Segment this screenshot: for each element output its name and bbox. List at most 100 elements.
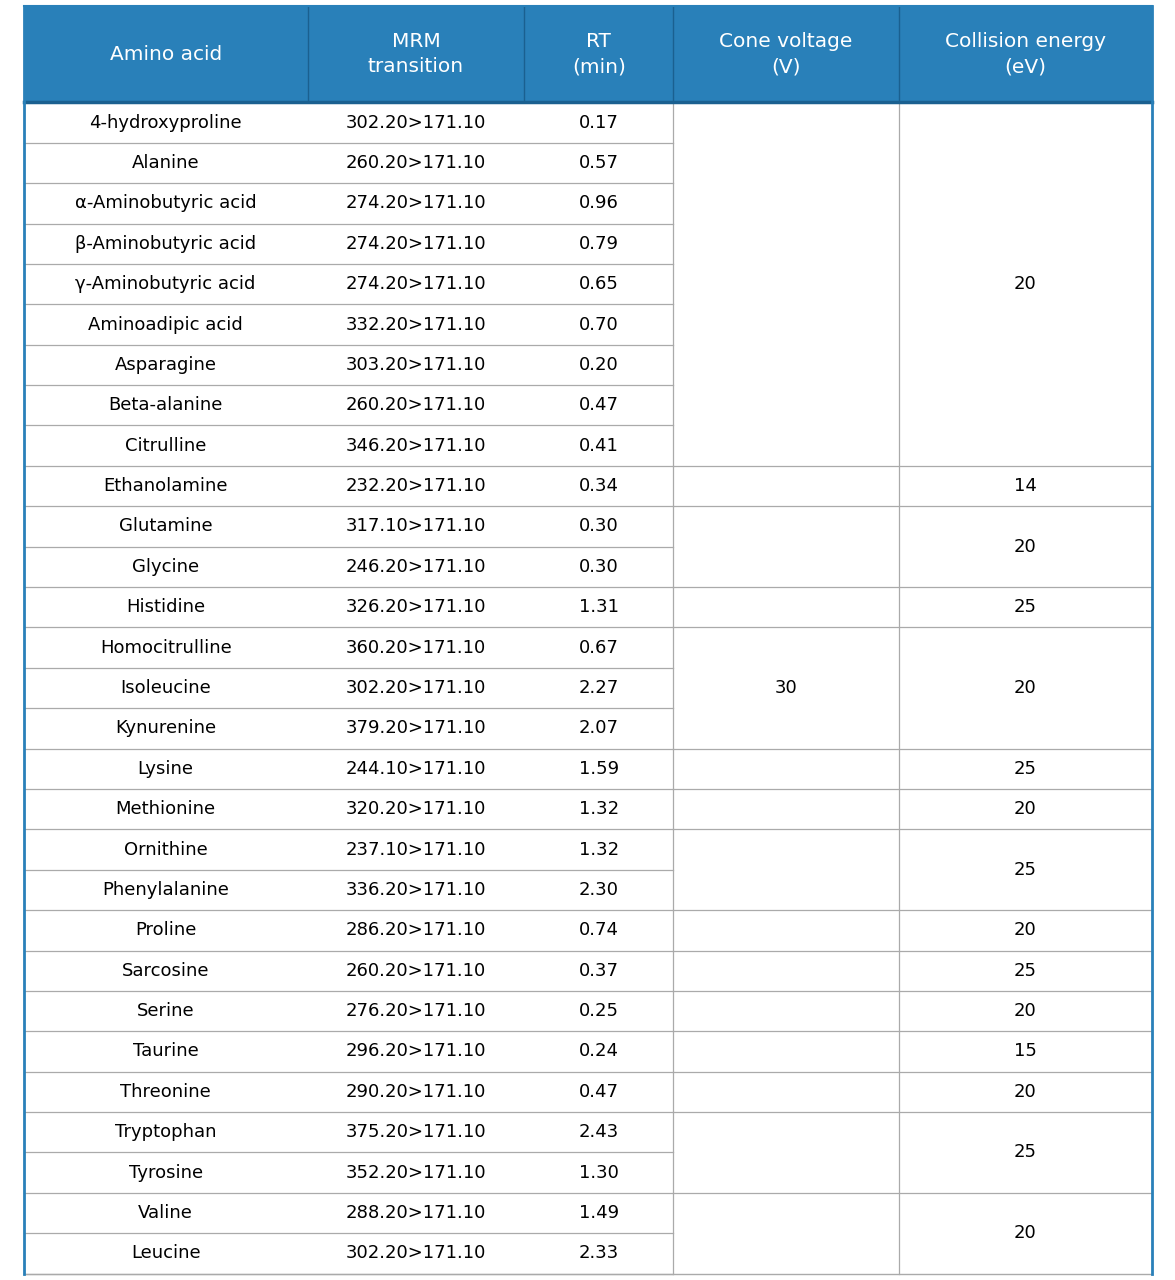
Text: 20: 20 xyxy=(1014,1224,1036,1242)
Text: 20: 20 xyxy=(1014,800,1036,818)
Text: 15: 15 xyxy=(1014,1042,1036,1060)
Text: 2.30: 2.30 xyxy=(579,881,619,899)
Text: 20: 20 xyxy=(1014,678,1036,698)
Text: 0.25: 0.25 xyxy=(579,1002,619,1020)
Text: Valine: Valine xyxy=(139,1204,193,1222)
Bar xyxy=(24,6,1152,102)
Text: Ethanolamine: Ethanolamine xyxy=(103,477,228,495)
Text: 1.59: 1.59 xyxy=(579,760,619,778)
Text: 260.20>171.10: 260.20>171.10 xyxy=(345,961,486,979)
Text: 0.67: 0.67 xyxy=(579,639,619,657)
Text: 286.20>171.10: 286.20>171.10 xyxy=(345,922,486,940)
Text: Cone voltage
(V): Cone voltage (V) xyxy=(719,32,853,77)
Text: 260.20>171.10: 260.20>171.10 xyxy=(345,154,486,172)
Text: 2.43: 2.43 xyxy=(578,1124,619,1142)
Text: 317.10>171.10: 317.10>171.10 xyxy=(345,517,486,535)
Text: Leucine: Leucine xyxy=(130,1244,201,1262)
Text: 0.47: 0.47 xyxy=(579,397,619,415)
Text: Tyrosine: Tyrosine xyxy=(128,1164,203,1181)
Text: 1.32: 1.32 xyxy=(579,841,619,859)
Text: 232.20>171.10: 232.20>171.10 xyxy=(345,477,486,495)
Text: 2.07: 2.07 xyxy=(579,719,619,737)
Text: 20: 20 xyxy=(1014,922,1036,940)
Text: 274.20>171.10: 274.20>171.10 xyxy=(345,234,486,252)
Text: 302.20>171.10: 302.20>171.10 xyxy=(345,114,486,132)
Text: 0.30: 0.30 xyxy=(579,517,619,535)
Text: Sarcosine: Sarcosine xyxy=(122,961,209,979)
Text: Citrulline: Citrulline xyxy=(125,436,207,454)
Text: β-Aminobutyric acid: β-Aminobutyric acid xyxy=(75,234,256,252)
Text: 0.37: 0.37 xyxy=(579,961,619,979)
Text: 276.20>171.10: 276.20>171.10 xyxy=(345,1002,486,1020)
Text: 30: 30 xyxy=(774,678,798,698)
Text: 336.20>171.10: 336.20>171.10 xyxy=(345,881,486,899)
Text: Collision energy
(eV): Collision energy (eV) xyxy=(945,32,1106,77)
Text: 360.20>171.10: 360.20>171.10 xyxy=(345,639,486,657)
Text: 25: 25 xyxy=(1014,860,1036,879)
Text: 288.20>171.10: 288.20>171.10 xyxy=(345,1204,486,1222)
Text: Taurine: Taurine xyxy=(133,1042,199,1060)
Text: 0.24: 0.24 xyxy=(579,1042,619,1060)
Text: 2.33: 2.33 xyxy=(578,1244,619,1262)
Text: 25: 25 xyxy=(1014,961,1036,979)
Text: MRM
transition: MRM transition xyxy=(368,32,464,77)
Text: 352.20>171.10: 352.20>171.10 xyxy=(345,1164,486,1181)
Text: 1.49: 1.49 xyxy=(579,1204,619,1222)
Text: 260.20>171.10: 260.20>171.10 xyxy=(345,397,486,415)
Text: Aminoadipic acid: Aminoadipic acid xyxy=(88,316,243,334)
Text: Asparagine: Asparagine xyxy=(115,356,216,374)
Text: 290.20>171.10: 290.20>171.10 xyxy=(345,1083,486,1101)
Text: 20: 20 xyxy=(1014,1002,1036,1020)
Text: 0.96: 0.96 xyxy=(579,195,619,212)
Text: 20: 20 xyxy=(1014,538,1036,556)
Text: RT
(min): RT (min) xyxy=(572,32,626,77)
Text: 4-hydroxyproline: 4-hydroxyproline xyxy=(89,114,242,132)
Text: 237.10>171.10: 237.10>171.10 xyxy=(345,841,486,859)
Text: 0.17: 0.17 xyxy=(579,114,619,132)
Text: Tryptophan: Tryptophan xyxy=(115,1124,216,1142)
Text: 332.20>171.10: 332.20>171.10 xyxy=(345,316,486,334)
Text: 25: 25 xyxy=(1014,1143,1036,1161)
Text: 326.20>171.10: 326.20>171.10 xyxy=(345,598,486,616)
Text: Beta-alanine: Beta-alanine xyxy=(108,397,223,415)
Text: 0.34: 0.34 xyxy=(579,477,619,495)
Text: Serine: Serine xyxy=(136,1002,194,1020)
Text: Kynurenine: Kynurenine xyxy=(115,719,216,737)
Text: 320.20>171.10: 320.20>171.10 xyxy=(345,800,486,818)
Text: 0.70: 0.70 xyxy=(579,316,619,334)
Text: Alanine: Alanine xyxy=(132,154,200,172)
Text: 375.20>171.10: 375.20>171.10 xyxy=(345,1124,486,1142)
Text: 1.32: 1.32 xyxy=(579,800,619,818)
Text: 0.41: 0.41 xyxy=(579,436,619,454)
Text: 274.20>171.10: 274.20>171.10 xyxy=(345,195,486,212)
Text: 0.30: 0.30 xyxy=(579,558,619,576)
Text: 296.20>171.10: 296.20>171.10 xyxy=(345,1042,486,1060)
Text: Histidine: Histidine xyxy=(126,598,206,616)
Text: Glutamine: Glutamine xyxy=(119,517,213,535)
Text: Threonine: Threonine xyxy=(120,1083,212,1101)
Text: 379.20>171.10: 379.20>171.10 xyxy=(345,719,486,737)
Text: Amino acid: Amino acid xyxy=(109,45,222,64)
Text: 14: 14 xyxy=(1014,477,1036,495)
Text: Proline: Proline xyxy=(135,922,196,940)
Text: Glycine: Glycine xyxy=(132,558,200,576)
Text: 246.20>171.10: 246.20>171.10 xyxy=(345,558,486,576)
Text: Phenylalanine: Phenylalanine xyxy=(102,881,229,899)
Text: 0.57: 0.57 xyxy=(579,154,619,172)
Text: 0.74: 0.74 xyxy=(579,922,619,940)
Text: 0.47: 0.47 xyxy=(579,1083,619,1101)
Text: 244.10>171.10: 244.10>171.10 xyxy=(345,760,486,778)
Text: Lysine: Lysine xyxy=(137,760,194,778)
Text: 20: 20 xyxy=(1014,1083,1036,1101)
Text: 346.20>171.10: 346.20>171.10 xyxy=(345,436,486,454)
Text: 0.65: 0.65 xyxy=(579,275,619,293)
Text: 25: 25 xyxy=(1014,760,1036,778)
Text: Methionine: Methionine xyxy=(115,800,216,818)
Text: 302.20>171.10: 302.20>171.10 xyxy=(345,678,486,698)
Text: 1.30: 1.30 xyxy=(579,1164,619,1181)
Text: γ-Aminobutyric acid: γ-Aminobutyric acid xyxy=(75,275,256,293)
Text: 1.31: 1.31 xyxy=(579,598,619,616)
Text: 274.20>171.10: 274.20>171.10 xyxy=(345,275,486,293)
Text: Ornithine: Ornithine xyxy=(123,841,208,859)
Text: 302.20>171.10: 302.20>171.10 xyxy=(345,1244,486,1262)
